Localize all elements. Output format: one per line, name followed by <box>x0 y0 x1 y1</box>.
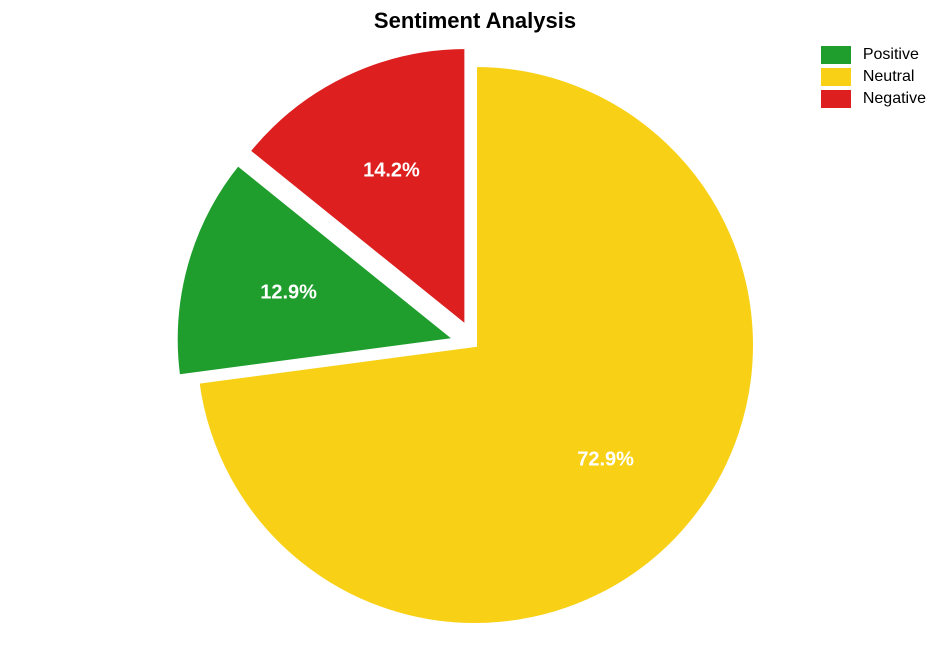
legend-swatch-positive <box>821 46 851 64</box>
legend-label-positive: Positive <box>863 46 919 64</box>
legend-item-positive: Positive <box>821 46 926 64</box>
legend-label-neutral: Neutral <box>863 68 915 86</box>
legend-swatch-negative <box>821 90 851 108</box>
legend-item-negative: Negative <box>821 90 926 108</box>
legend-label-negative: Negative <box>863 90 926 108</box>
pie-slice-label-neutral: 72.9% <box>577 448 634 470</box>
pie-slice-label-positive: 12.9% <box>260 282 317 304</box>
legend-swatch-neutral <box>821 68 851 86</box>
legend: Positive Neutral Negative <box>821 46 926 112</box>
sentiment-pie-chart: Sentiment Analysis 72.9%12.9%14.2% Posit… <box>0 0 950 662</box>
pie-svg: 72.9% 12.9% 14.2% <box>0 0 950 662</box>
legend-item-neutral: Neutral <box>821 68 926 86</box>
pie-slice-label-negative: 14.2% <box>363 159 420 181</box>
